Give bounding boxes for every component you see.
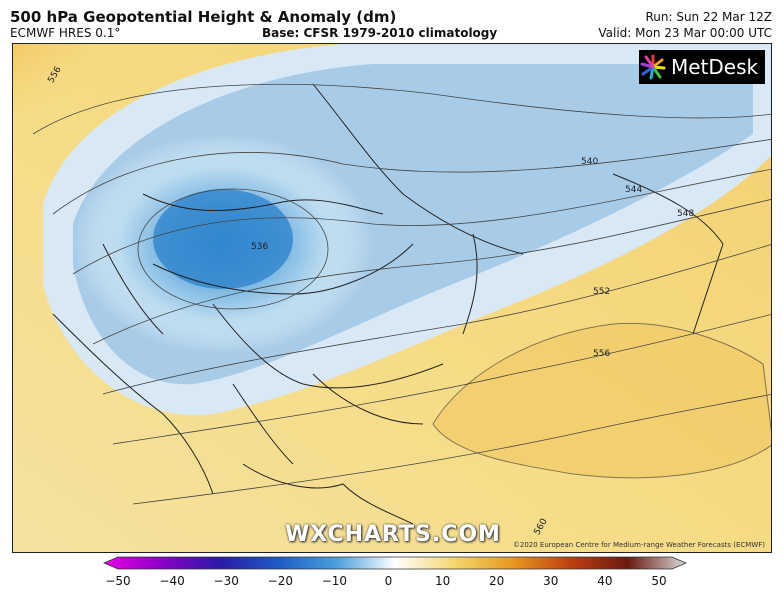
ecmwf-credit: ©2020 European Centre for Medium-range W…	[512, 541, 765, 549]
anomaly-warm-core	[13, 44, 153, 154]
climatology-base: Base: CFSR 1979-2010 climatology	[262, 26, 498, 40]
colorbar-tick-label: 20	[489, 574, 505, 588]
aegean-coast	[242, 463, 414, 525]
run-time: Run: Sun 22 Mar 12Z	[645, 10, 772, 24]
colorbar-tick-label: −10	[321, 574, 348, 588]
model-label: ECMWF HRES 0.1°	[10, 26, 121, 40]
metdesk-logo-text: MetDesk	[671, 55, 759, 79]
valid-time: Valid: Mon 23 Mar 00:00 UTC	[598, 26, 772, 40]
chart-title: 500 hPa Geopotential Height & Anomaly (d…	[10, 8, 397, 26]
contour-label-556-east: 556	[593, 349, 610, 359]
colorbar-tick-label: 10	[434, 574, 451, 588]
colorbar-tick-label: −40	[159, 574, 185, 588]
contour-label-540: 540	[581, 157, 598, 167]
colorbar-tick-label: −30	[213, 574, 239, 588]
country-borders	[102, 83, 724, 465]
colorbar-scale	[102, 556, 688, 570]
wxcharts-watermark: WXCHARTS.COM	[285, 522, 501, 547]
contour-label-552: 552	[593, 287, 610, 297]
anomaly-map: 536 540 544 548 552 556 556 560 MetDesk …	[12, 43, 772, 553]
metdesk-logo: MetDesk	[639, 50, 765, 84]
map-svg: 536 540 544 548 552 556 556 560	[13, 44, 771, 552]
colorbar-tick-label: 50	[651, 574, 667, 588]
contour-label-544: 544	[625, 185, 642, 195]
contour-label-536: 536	[251, 242, 268, 252]
adriatic-coast	[52, 313, 214, 495]
metdesk-star-icon	[640, 54, 666, 80]
contour-label-548: 548	[677, 209, 694, 219]
colorbar-tick-label: 30	[543, 574, 559, 588]
colorbar-tick-label: −20	[267, 574, 293, 588]
colorbar-tick-label: 0	[384, 574, 393, 588]
colorbar-tick-label: 40	[597, 574, 613, 588]
black-sea	[432, 322, 771, 479]
height-contours	[32, 83, 771, 505]
colorbar-tick-label: −50	[105, 574, 131, 588]
colorbar	[102, 556, 688, 570]
anomaly-cold-center	[153, 189, 293, 289]
